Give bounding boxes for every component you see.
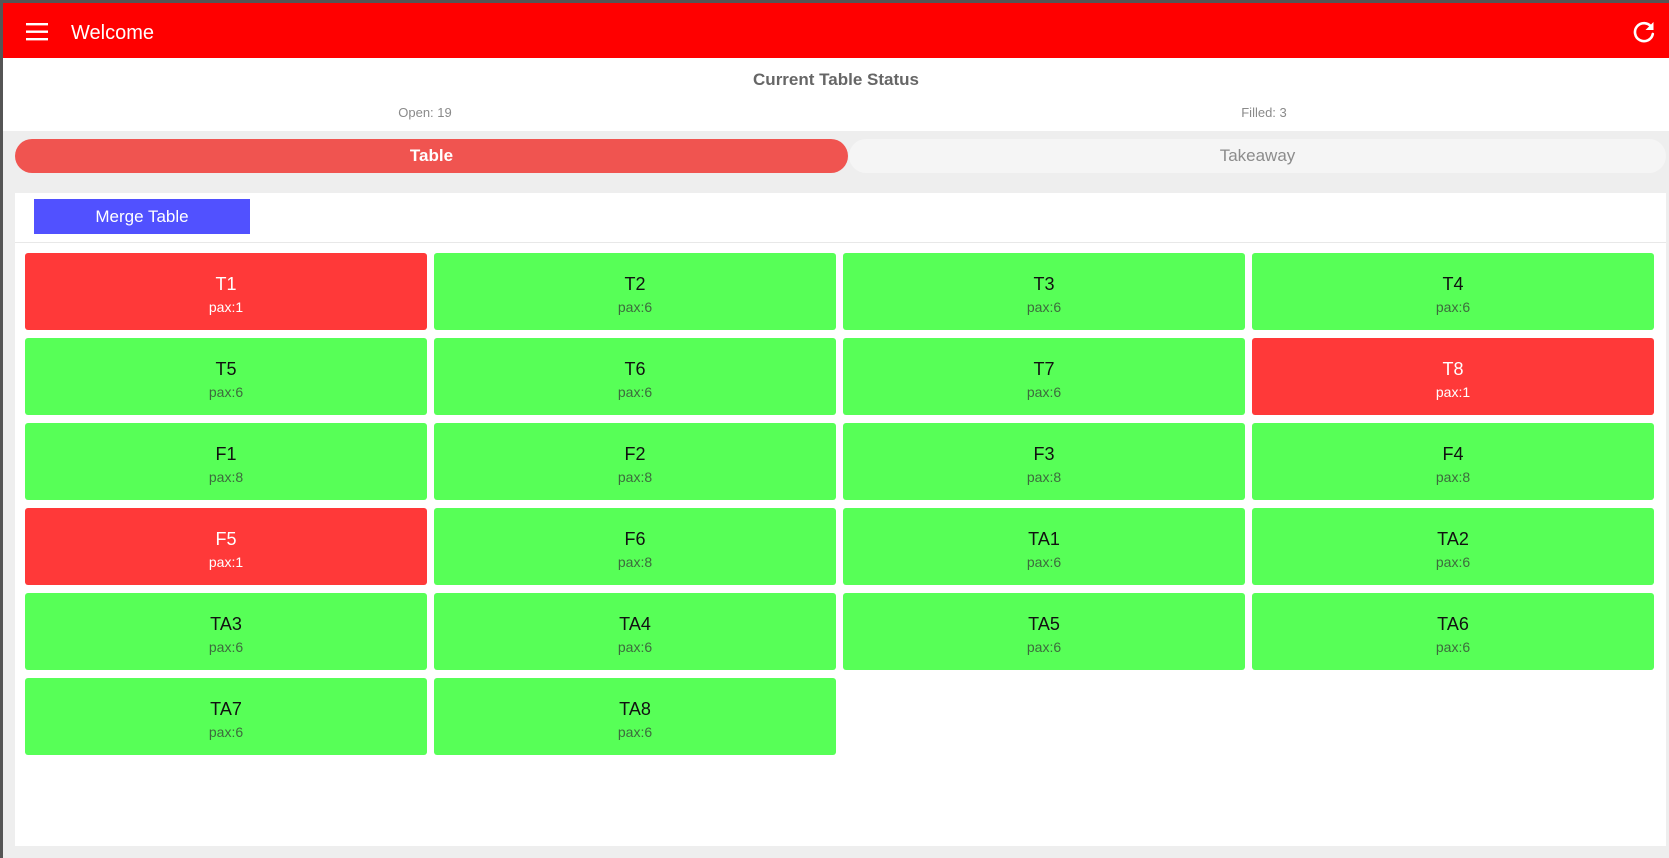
- table-name: T5: [215, 359, 237, 379]
- table-name: F5: [215, 529, 237, 549]
- table-pax: pax:6: [208, 639, 244, 655]
- table-cell-f3[interactable]: F3 pax:8: [843, 423, 1245, 500]
- table-name: F1: [215, 444, 237, 464]
- table-cell-ta5[interactable]: TA5 pax:6: [843, 593, 1245, 670]
- table-pax: pax:8: [208, 469, 244, 485]
- table-cell-ta6[interactable]: TA6 pax:6: [1252, 593, 1654, 670]
- table-name: F6: [624, 529, 646, 549]
- table-pax: pax:1: [208, 554, 244, 570]
- table-grid: T1 pax:1 T2 pax:6 T3 pax:6 T4 pax:6 T5 pax:6 T6 pax…: [25, 253, 1655, 755]
- tab-table[interactable]: Table: [15, 139, 848, 173]
- table-name: T3: [1033, 274, 1055, 294]
- table-pax: pax:8: [1435, 469, 1471, 485]
- table-name: TA7: [210, 699, 242, 719]
- table-pax: pax:6: [208, 724, 244, 740]
- table-pax: pax:8: [617, 554, 653, 570]
- app-bar: Welcome: [3, 3, 1669, 58]
- table-name: T8: [1442, 359, 1464, 379]
- table-pax: pax:8: [1026, 469, 1062, 485]
- table-pax: pax:6: [1026, 299, 1062, 315]
- table-cell-f2[interactable]: F2 pax:8: [434, 423, 836, 500]
- table-name: T4: [1442, 274, 1464, 294]
- hamburger-menu-icon[interactable]: [24, 20, 52, 44]
- table-pax: pax:6: [1435, 299, 1471, 315]
- table-panel: Merge Table T1 pax:1 T2 pax:6 T3 pax:6 T4 pax:6…: [15, 193, 1666, 846]
- status-title: Current Table Status: [753, 70, 919, 89]
- filled-count: Filled: 3: [1241, 105, 1287, 120]
- table-pax: pax:1: [1435, 384, 1471, 400]
- table-cell-t5[interactable]: T5 pax:6: [25, 338, 427, 415]
- table-name: T7: [1033, 359, 1055, 379]
- app-title: Welcome: [71, 22, 154, 44]
- table-pax: pax:8: [617, 469, 653, 485]
- table-name: TA5: [1028, 614, 1060, 634]
- table-pax: pax:6: [617, 639, 653, 655]
- table-cell-t1[interactable]: T1 pax:1: [25, 253, 427, 330]
- merge-table-button[interactable]: Merge Table: [34, 199, 250, 234]
- table-pax: pax:6: [617, 299, 653, 315]
- table-pax: pax:6: [1026, 639, 1062, 655]
- table-cell-ta2[interactable]: TA2 pax:6: [1252, 508, 1654, 585]
- table-toolbar: Merge Table: [15, 193, 1666, 243]
- table-cell-t7[interactable]: T7 pax:6: [843, 338, 1245, 415]
- table-pax: pax:6: [617, 724, 653, 740]
- app-window: Welcome Current Table Status Open: 19 Fi…: [3, 3, 1669, 858]
- refresh-icon[interactable]: [1631, 19, 1657, 45]
- table-cell-ta3[interactable]: TA3 pax:6: [25, 593, 427, 670]
- table-status-panel: Current Table Status Open: 19 Filled: 3: [3, 58, 1669, 131]
- table-name: F4: [1442, 444, 1464, 464]
- table-name: F3: [1033, 444, 1055, 464]
- table-cell-ta8[interactable]: TA8 pax:6: [434, 678, 836, 755]
- table-name: TA1: [1028, 529, 1060, 549]
- table-cell-t4[interactable]: T4 pax:6: [1252, 253, 1654, 330]
- open-count: Open: 19: [398, 105, 452, 120]
- table-cell-t3[interactable]: T3 pax:6: [843, 253, 1245, 330]
- table-pax: pax:6: [1026, 554, 1062, 570]
- table-pax: pax:1: [208, 299, 244, 315]
- table-name: T6: [624, 359, 646, 379]
- table-name: F2: [624, 444, 646, 464]
- table-name: TA2: [1437, 529, 1469, 549]
- table-cell-t2[interactable]: T2 pax:6: [434, 253, 836, 330]
- table-pax: pax:6: [1026, 384, 1062, 400]
- table-cell-ta7[interactable]: TA7 pax:6: [25, 678, 427, 755]
- table-name: T1: [215, 274, 237, 294]
- table-pax: pax:6: [1435, 639, 1471, 655]
- table-pax: pax:6: [617, 384, 653, 400]
- table-name: TA3: [210, 614, 242, 634]
- tab-takeaway[interactable]: Takeaway: [849, 139, 1666, 173]
- table-cell-f4[interactable]: F4 pax:8: [1252, 423, 1654, 500]
- table-cell-t6[interactable]: T6 pax:6: [434, 338, 836, 415]
- table-pax: pax:6: [1435, 554, 1471, 570]
- table-cell-f5[interactable]: F5 pax:1: [25, 508, 427, 585]
- table-name: TA8: [619, 699, 651, 719]
- table-name: TA6: [1437, 614, 1469, 634]
- table-name: TA4: [619, 614, 651, 634]
- table-cell-t8[interactable]: T8 pax:1: [1252, 338, 1654, 415]
- table-cell-f1[interactable]: F1 pax:8: [25, 423, 427, 500]
- table-pax: pax:6: [208, 384, 244, 400]
- table-cell-f6[interactable]: F6 pax:8: [434, 508, 836, 585]
- table-name: T2: [624, 274, 646, 294]
- table-cell-ta1[interactable]: TA1 pax:6: [843, 508, 1245, 585]
- table-cell-ta4[interactable]: TA4 pax:6: [434, 593, 836, 670]
- tab-bar: Table Takeaway: [3, 136, 1669, 176]
